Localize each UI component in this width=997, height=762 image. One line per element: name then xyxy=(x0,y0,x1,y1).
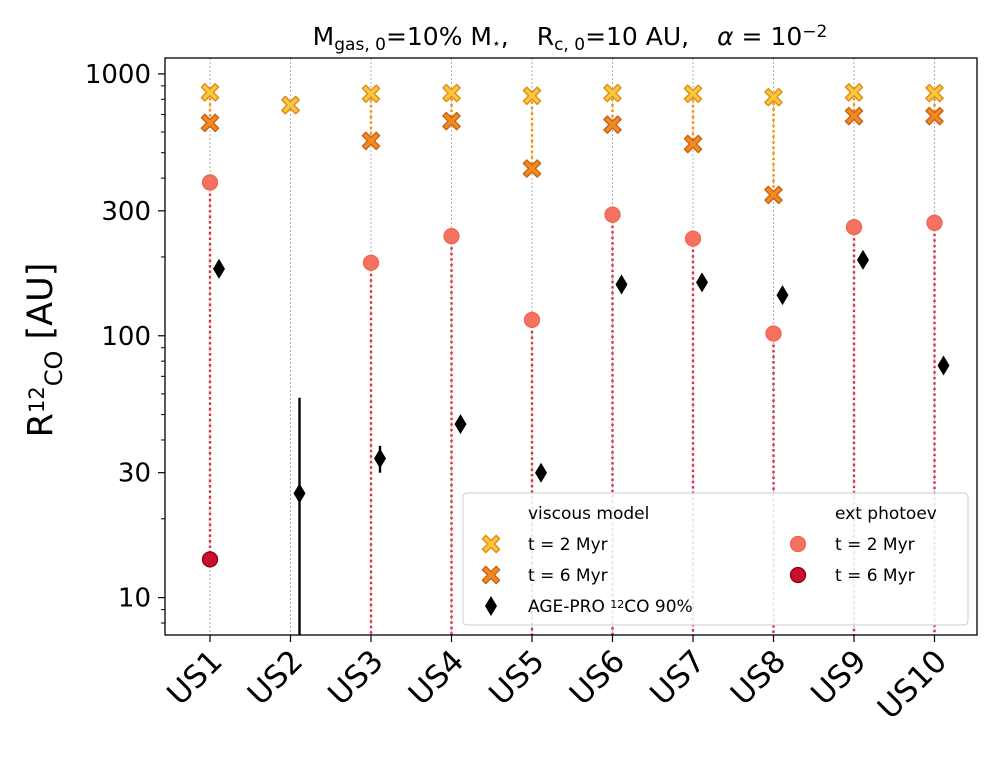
y-tick-label-100: 100 xyxy=(101,322,151,352)
y-axis: 10 30 100 300 1000 xyxy=(85,60,165,624)
legend-box xyxy=(462,492,969,626)
legend-ext-t6-marker xyxy=(789,566,807,584)
agepro-marker-us3 xyxy=(374,448,386,469)
chart-title: Mgas, 0=10% M⋆, Rc, 0=10 AU, α = 10−2 xyxy=(313,22,828,55)
y-tick-label-1000: 1000 xyxy=(85,60,151,90)
viscous-t6-marker-us1 xyxy=(200,113,220,133)
legend-viscous-t2-x xyxy=(481,534,501,554)
legend-viscous-t2-marker xyxy=(481,534,501,554)
viscous-t6-marker-us6 xyxy=(603,115,622,134)
legend-viscous-t6-label: t = 6 Myr xyxy=(528,566,608,586)
ext-t6-marker-us1 xyxy=(201,551,219,568)
viscous-t2-marker-us8 xyxy=(764,87,783,107)
viscous-t2-marker-us5 xyxy=(522,86,542,106)
x-tick-label-us6: US6 xyxy=(563,643,632,712)
x-tick-label-us7: US7 xyxy=(643,643,712,712)
x-tick-label-us3: US3 xyxy=(321,643,390,712)
y-tick-label-30: 30 xyxy=(118,459,151,489)
legend-viscous-header: viscous model xyxy=(528,504,649,524)
ext-t2-marker-us9 xyxy=(845,218,863,236)
agepro-marker-us8 xyxy=(776,285,789,306)
viscous-t2-marker-us7 xyxy=(683,84,703,104)
agepro-marker-us9 xyxy=(857,249,869,270)
viscous-t2-marker-us10 xyxy=(925,83,944,103)
legend-agepro-label: AGE-PRO 12CO 90% xyxy=(528,597,693,617)
viscous-t6-marker-us7 xyxy=(683,134,703,154)
ext-t2-marker-us8 xyxy=(765,325,782,342)
legend-ext-t6-label: t = 6 Myr xyxy=(835,566,915,586)
legend-viscous-t6-marker xyxy=(481,565,501,585)
legend-ext-t2-dot xyxy=(789,535,807,553)
viscous-t2-marker-us4 xyxy=(442,83,461,103)
legend-viscous-t6-x xyxy=(481,565,501,585)
ext-t2-marker-us6 xyxy=(604,206,621,223)
x-tick-label-us5: US5 xyxy=(482,643,551,712)
viscous-t6-marker-us10 xyxy=(925,106,944,126)
ext-t2-marker-us10 xyxy=(926,214,943,231)
y-tick-label-10: 10 xyxy=(118,584,151,614)
viscous-t6-marker-us5 xyxy=(522,159,542,178)
x-tick-label-us2: US2 xyxy=(241,643,310,712)
ext-t2-marker-us1 xyxy=(201,174,219,191)
viscous-t6-marker-us9 xyxy=(844,106,864,126)
viscous-t2-marker-us6 xyxy=(603,83,622,103)
x-tick-label-us9: US9 xyxy=(804,643,873,712)
viscous-t6-marker-us4 xyxy=(442,111,461,131)
viscous-t2-marker-us9 xyxy=(844,83,864,102)
agepro-marker-us7 xyxy=(696,272,708,293)
legend-viscous-t2-label: t = 2 Myr xyxy=(528,535,608,555)
ext-t2-marker-us7 xyxy=(684,230,702,247)
viscous-t2-marker-us1 xyxy=(200,83,220,102)
ext-t2-marker-us3 xyxy=(362,254,380,271)
y-axis-label: R12CO [AU] xyxy=(21,263,68,438)
viscous-t6-marker-us8 xyxy=(764,185,783,205)
ext-t2-marker-us4 xyxy=(443,228,460,245)
legend: viscous model t = 2 Myr t = 6 Myr AGE-PR… xyxy=(462,492,969,626)
agepro-marker-us4 xyxy=(454,414,467,435)
viscous-t2-marker-us3 xyxy=(361,84,381,104)
data-marks xyxy=(200,83,950,635)
x-tick-label-us1: US1 xyxy=(160,643,229,712)
legend-agepro-marker xyxy=(485,596,497,616)
agepro-marker-us10 xyxy=(937,355,950,376)
agepro-marker-us2 xyxy=(293,483,306,504)
legend-ext-header: ext photoev xyxy=(835,504,937,524)
legend-agepro-diamond xyxy=(485,596,497,616)
y-tick-label-300: 300 xyxy=(101,197,151,227)
agepro-marker-us5 xyxy=(535,462,547,483)
x-tick-label-us10: US10 xyxy=(871,643,954,726)
viscous-t6-marker-us3 xyxy=(361,131,381,151)
agepro-marker-us1 xyxy=(213,258,225,279)
legend-ext-t6-dot xyxy=(789,566,807,584)
plot-frame xyxy=(164,57,978,636)
x-tick-label-us4: US4 xyxy=(402,643,471,712)
legend-ext-t2-marker xyxy=(789,535,807,553)
legend-ext-t2-label: t = 2 Myr xyxy=(835,535,915,555)
ext-t2-marker-us5 xyxy=(523,311,541,329)
viscous-t2-marker-us2 xyxy=(281,95,300,115)
x-tick-label-us8: US8 xyxy=(724,643,793,712)
agepro-marker-us6 xyxy=(615,274,628,295)
